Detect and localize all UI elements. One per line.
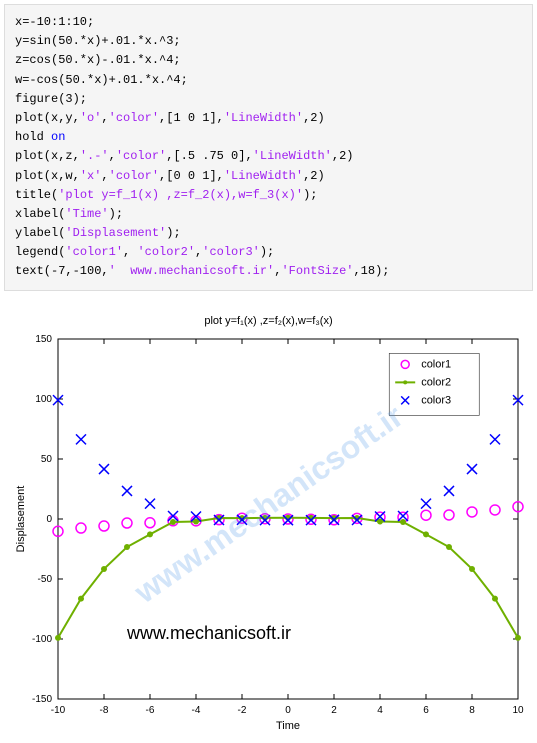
svg-text:color3: color3	[421, 394, 451, 406]
svg-text:100: 100	[35, 394, 52, 405]
svg-text:10: 10	[512, 705, 524, 716]
code-line: text(-7,-100,' www.mechanicsoft.ir','Fon…	[15, 262, 522, 281]
svg-text:-50: -50	[38, 574, 53, 585]
chart-container: plot y=f₁(x) ,z=f₂(x),w=f₃(x) -10-8-6-4-…	[0, 295, 537, 743]
svg-text:color1: color1	[421, 358, 451, 370]
svg-text:0: 0	[285, 705, 291, 716]
code-block: x=-10:1:10;y=sin(50.*x)+.01.*x.^3;z=cos(…	[4, 4, 533, 291]
svg-text:Displasement: Displasement	[15, 485, 27, 552]
svg-text:-100: -100	[32, 634, 52, 645]
code-line: xlabel('Time');	[15, 205, 522, 224]
code-line: plot(x,y,'o','color',[1 0 1],'LineWidth'…	[15, 109, 522, 128]
code-line: legend('color1', 'color2','color3');	[15, 243, 522, 262]
chart-title: plot y=f₁(x) ,z=f₂(x),w=f₃(x)	[10, 315, 527, 327]
code-line: ylabel('Displasement');	[15, 224, 522, 243]
svg-text:www.mechanicsoft.ir: www.mechanicsoft.ir	[126, 623, 291, 643]
svg-text:150: 150	[35, 334, 52, 345]
svg-text:-10: -10	[51, 705, 66, 716]
code-line: x=-10:1:10;	[15, 13, 522, 32]
svg-text:-6: -6	[146, 705, 155, 716]
svg-text:-4: -4	[192, 705, 201, 716]
svg-text:2: 2	[331, 705, 337, 716]
svg-text:-2: -2	[238, 705, 247, 716]
code-line: title('plot y=f_1(x) ,z=f_2(x),w=f_3(x)'…	[15, 186, 522, 205]
svg-text:-150: -150	[32, 694, 52, 705]
code-line: w=-cos(50.*x)+.01.*x.^4;	[15, 71, 522, 90]
code-line: plot(x,z,'.-','color',[.5 .75 0],'LineWi…	[15, 147, 522, 166]
svg-text:6: 6	[423, 705, 429, 716]
svg-text:color2: color2	[421, 376, 451, 388]
svg-text:8: 8	[469, 705, 475, 716]
code-line: figure(3);	[15, 90, 522, 109]
svg-text:Time: Time	[276, 720, 300, 732]
svg-text:-8: -8	[100, 705, 109, 716]
chart-svg: -10 -8 -6 -4 -2 0 2 4 6 8 10 -150 -100 -50 0 50 100 150 Ti…	[10, 333, 530, 733]
svg-text:50: 50	[41, 454, 53, 465]
svg-text:4: 4	[377, 705, 383, 716]
code-line: plot(x,w,'x','color',[0 0 1],'LineWidth'…	[15, 167, 522, 186]
code-line: hold on	[15, 128, 522, 147]
code-line: z=cos(50.*x)-.01.*x.^4;	[15, 51, 522, 70]
svg-text:0: 0	[46, 514, 52, 525]
code-line: y=sin(50.*x)+.01.*x.^3;	[15, 32, 522, 51]
